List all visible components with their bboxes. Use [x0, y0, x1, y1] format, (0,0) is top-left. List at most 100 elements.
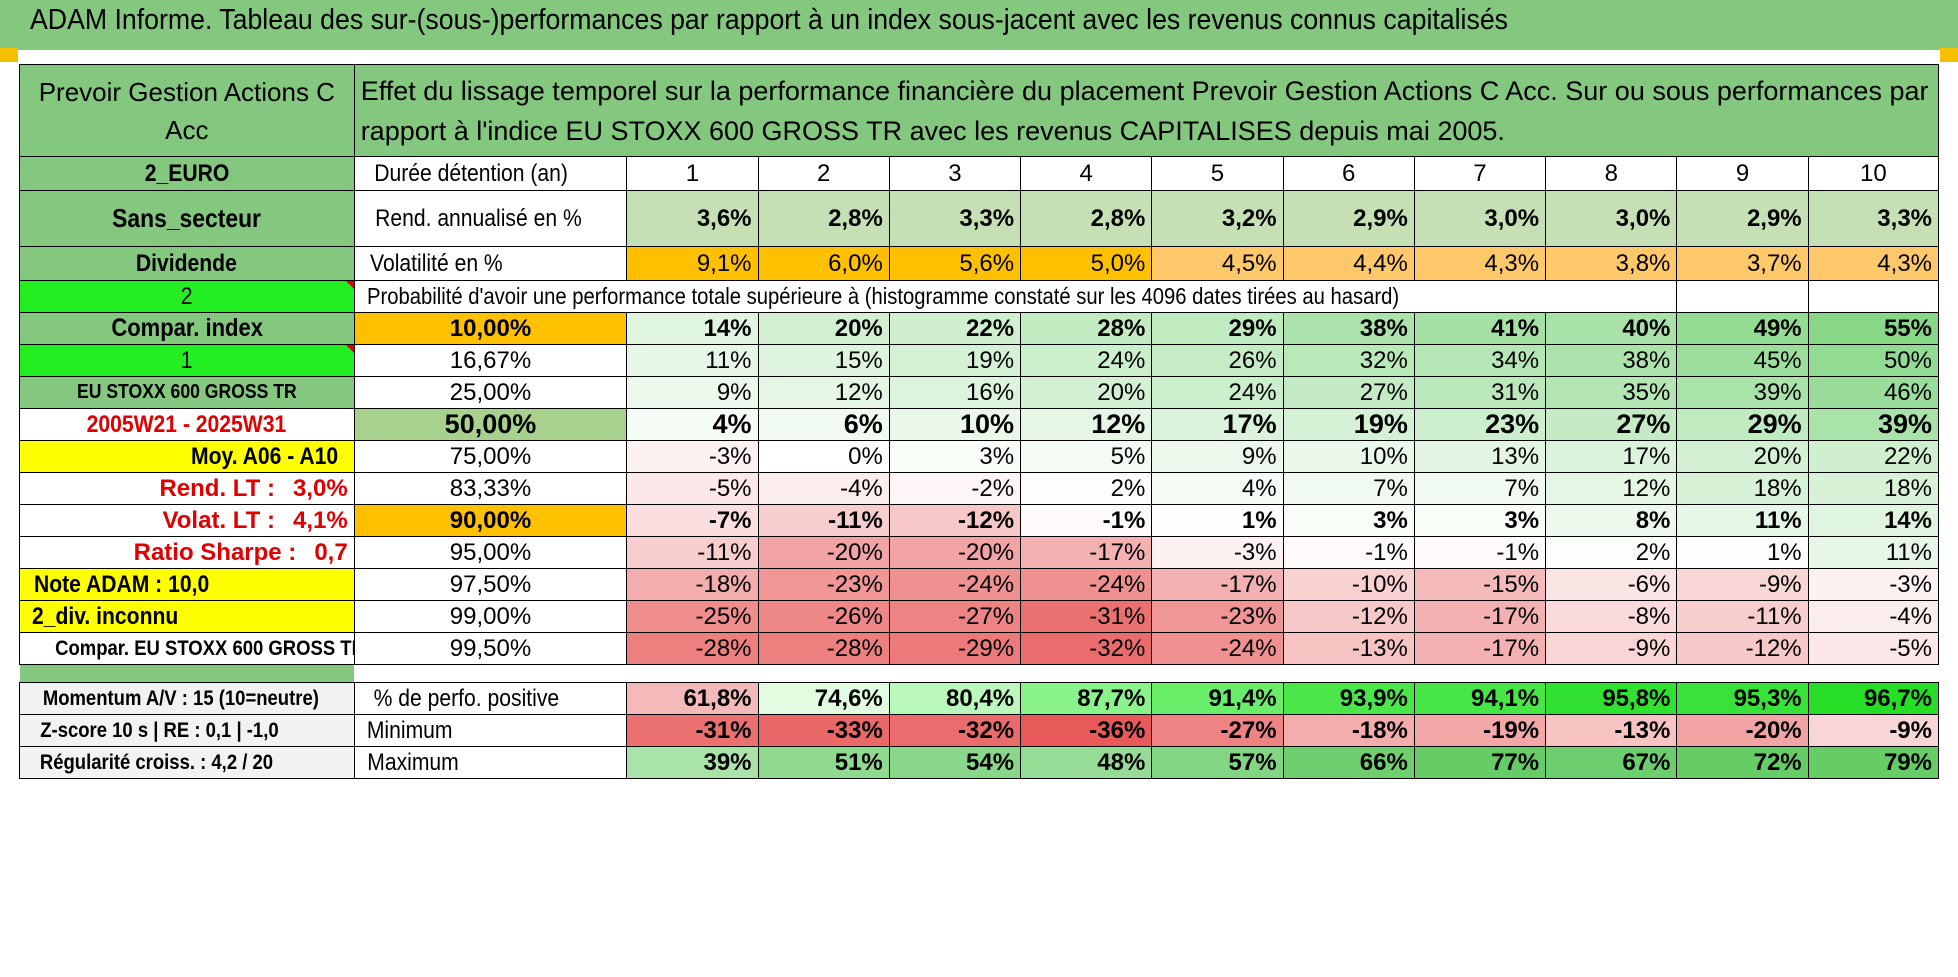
prob-cell: -5%	[626, 472, 759, 505]
prob-cell: 24%	[1151, 376, 1284, 409]
vol-cell: 4,3%	[1413, 246, 1547, 281]
min-cell: -33%	[757, 714, 890, 747]
prob-cell: 11%	[626, 344, 759, 377]
prob-cell: -17%	[1413, 632, 1547, 665]
vol-label: Volatilité en %	[353, 246, 628, 281]
prob-row: Compar. index 10,00% 14% 20% 22% 28% 29% 38% 41%…	[19, 312, 1940, 345]
prob-cell: 16%	[888, 376, 1022, 409]
prob-cell: 10%	[1282, 440, 1415, 473]
prob-cell: 40%	[1545, 312, 1678, 345]
prob-cell: 1%	[1676, 536, 1809, 569]
prob-cell: 32%	[1282, 344, 1415, 377]
min-cell: -20%	[1676, 714, 1809, 747]
prob-cell: 4%	[1151, 472, 1284, 505]
regularite-label-text: Régularité croiss. : 4,2 / 20	[39, 750, 274, 774]
prob-cell: -25%	[626, 600, 759, 633]
zscore-label: Z-score 10 s | RE : 0,1 | -1,0	[19, 714, 355, 747]
max-cell: 54%	[888, 746, 1022, 779]
prob-cell: 50%	[1807, 344, 1940, 377]
dividend-label-text: Dividende	[136, 249, 238, 277]
prob-cell: 15%	[757, 344, 890, 377]
prob-cell: -28%	[626, 632, 759, 665]
prob-cell: 1%	[1151, 504, 1284, 537]
max-label: Maximum	[353, 746, 628, 779]
prob-row: Moy. A06 - A10 75,00% -3% 0% 3% 5% 9% 10% 13% 17%…	[19, 440, 1940, 473]
prob-cell: 12%	[757, 376, 890, 409]
rend-lt-value: 3,0%	[292, 474, 348, 502]
year-header: 4	[1020, 156, 1153, 191]
prob-cell: -4%	[1807, 600, 1940, 633]
prob-cell: -1%	[1020, 504, 1153, 537]
pos-cell: 96,7%	[1807, 682, 1940, 715]
prob-cell: 38%	[1545, 344, 1678, 377]
vol-cell: 5,6%	[888, 246, 1022, 281]
prob-cell: -24%	[888, 568, 1022, 601]
prob-cell: 24%	[1020, 344, 1153, 377]
duration-label-text: Durée détention (an)	[373, 159, 568, 187]
rend-lt-label: Rend. LT : 3,0%	[19, 472, 355, 505]
prob-cell: 17%	[1151, 408, 1284, 441]
rend-lt-label-text: Rend. LT :	[159, 474, 275, 502]
year-header: 7	[1413, 156, 1547, 191]
duration-label: Durée détention (an)	[353, 156, 628, 191]
vol-cell: 4,5%	[1151, 246, 1284, 281]
page-title: ADAM Informe. Tableau des sur-(sous-)per…	[30, 4, 1509, 36]
prob-cell: -4%	[757, 472, 890, 505]
year-header: 6	[1282, 156, 1415, 191]
comment-marker	[345, 345, 354, 353]
note-adam-label: Note ADAM : 10,0	[19, 568, 355, 601]
momentum-label: Momentum A/V : 15 (10=neutre)	[19, 682, 355, 715]
threshold-cell: 10,00%	[353, 312, 628, 345]
rend-cell: 2,8%	[1020, 190, 1153, 247]
prob-cell: -17%	[1413, 600, 1547, 633]
prob-cell: -12%	[1676, 632, 1809, 665]
prob-row: Rend. LT :3,0% 83,33% -5% -4% -2% 2% 4% 7% 7% 12%…	[19, 472, 1940, 505]
prob-cell: 26%	[1151, 344, 1284, 377]
max-cell: 57%	[1151, 746, 1284, 779]
prob-cell: 17%	[1545, 440, 1678, 473]
fund-name: Prevoir Gestion Actions C Acc	[19, 64, 355, 157]
prob-cell: -6%	[1545, 568, 1678, 601]
prob-cell: 29%	[1676, 408, 1809, 441]
prob-cell: 23%	[1413, 408, 1547, 441]
max-label-text: Maximum	[366, 748, 459, 776]
prob-cell: -12%	[888, 504, 1022, 537]
prob-row: 2_div. inconnu 99,00% -25% -26% -27% -31% -23%…	[19, 600, 1940, 633]
prob-cell: 19%	[888, 344, 1022, 377]
pos-cell: 91,4%	[1151, 682, 1284, 715]
max-cell: 79%	[1807, 746, 1940, 779]
volat-lt-label: Volat. LT : 4,1%	[19, 504, 355, 537]
threshold-cell: 25,00%	[353, 376, 628, 409]
sharpe-label: Ratio Sharpe : 0,7	[19, 536, 355, 569]
prob-cell: -7%	[626, 504, 759, 537]
prob-cell: 2%	[1020, 472, 1153, 505]
momentum-label-text: Momentum A/V : 15 (10=neutre)	[42, 686, 319, 710]
prob-cell: 18%	[1807, 472, 1940, 505]
vol-label-text: Volatilité en %	[369, 249, 503, 277]
pos-cell: 74,6%	[757, 682, 890, 715]
min-cell: -36%	[1020, 714, 1153, 747]
prob-cell: -1%	[1282, 536, 1415, 569]
pos-cell: 94,1%	[1413, 682, 1547, 715]
prob-cell: 5%	[1020, 440, 1153, 473]
pos-row: Momentum A/V : 15 (10=neutre) % de perfo.…	[19, 682, 1940, 715]
prob-cell: -23%	[757, 568, 890, 601]
rend-cell: 2,8%	[757, 190, 890, 247]
prob-cell: 11%	[1676, 504, 1809, 537]
max-cell: 72%	[1676, 746, 1809, 779]
vol-cell: 5,0%	[1020, 246, 1153, 281]
threshold-cell: 90,00%	[353, 504, 628, 537]
compar-full-label: Compar. EU STOXX 600 GROSS TR	[19, 632, 355, 665]
header-row: Prevoir Gestion Actions C Acc Effet du li…	[19, 64, 1940, 157]
compar-index-label-text: Compar. index	[111, 314, 263, 342]
max-cell: 77%	[1413, 746, 1547, 779]
two-label-text: 2	[180, 282, 193, 310]
index-name-label-text: EU STOXX 600 GROSS TR	[76, 381, 297, 403]
proba-label-text: Probabilité d'avoir une performance tota…	[366, 283, 1399, 309]
pos-cell: 95,8%	[1545, 682, 1678, 715]
corner-mark-right	[1940, 48, 1958, 62]
prob-cell: 39%	[1807, 408, 1940, 441]
min-label: Minimum	[353, 714, 628, 747]
min-cell: -27%	[1151, 714, 1284, 747]
prob-cell: -13%	[1282, 632, 1415, 665]
